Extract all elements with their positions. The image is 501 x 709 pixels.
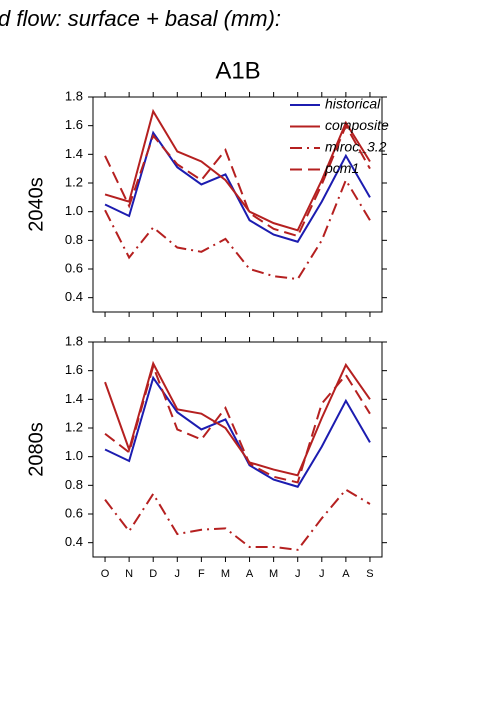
legend-label: composite bbox=[325, 117, 389, 133]
x-tick-label: D bbox=[149, 568, 157, 580]
y-tick-label: 0.4 bbox=[65, 534, 83, 549]
series-line bbox=[104, 123, 371, 238]
y-tick-label: 1.6 bbox=[65, 362, 83, 377]
y-tick-label: 1.8 bbox=[65, 333, 83, 348]
x-tick-label: A bbox=[246, 568, 254, 580]
chart-subtitle: A1B bbox=[215, 57, 260, 84]
plot-frame bbox=[92, 96, 383, 313]
x-tick-label: N bbox=[125, 568, 133, 580]
y-tick-label: 0.4 bbox=[65, 289, 83, 304]
y-tick-label: 1.0 bbox=[65, 448, 83, 463]
y-tick-label: 1.8 bbox=[65, 88, 83, 103]
y-tick-label: 0.8 bbox=[65, 232, 83, 247]
chart-title: d flow: surface + basal (mm): bbox=[0, 6, 281, 31]
y-axis-label: 2080s bbox=[25, 422, 47, 477]
x-tick-label: M bbox=[269, 568, 278, 580]
x-tick-label: J bbox=[295, 568, 301, 580]
x-tick-label: F bbox=[198, 568, 205, 580]
y-tick-label: 1.2 bbox=[65, 419, 83, 434]
series-line bbox=[104, 108, 371, 232]
x-tick-label: J bbox=[319, 568, 325, 580]
y-tick-label: 1.2 bbox=[65, 174, 83, 189]
x-tick-label: O bbox=[101, 568, 110, 580]
legend-label: miroc_3.2 bbox=[325, 139, 387, 155]
plot-frame bbox=[92, 341, 383, 558]
series-line bbox=[104, 363, 371, 484]
y-tick-label: 0.6 bbox=[65, 505, 83, 520]
y-tick-label: 1.4 bbox=[65, 146, 83, 161]
series-line bbox=[104, 360, 371, 477]
x-tick-label: A bbox=[342, 568, 350, 580]
y-tick-label: 1.0 bbox=[65, 203, 83, 218]
y-tick-label: 0.6 bbox=[65, 260, 83, 275]
y-tick-label: 0.8 bbox=[65, 477, 83, 492]
legend-label: pcm1 bbox=[324, 160, 359, 176]
y-axis-label: 2040s bbox=[25, 177, 47, 232]
y-tick-label: 1.4 bbox=[65, 391, 83, 406]
x-tick-label: J bbox=[175, 568, 181, 580]
series-line bbox=[104, 177, 371, 281]
y-tick-label: 1.6 bbox=[65, 117, 83, 132]
series-line bbox=[104, 375, 371, 488]
x-tick-label: S bbox=[366, 568, 373, 580]
x-tick-label: M bbox=[221, 568, 230, 580]
legend-label: historical bbox=[325, 96, 381, 112]
series-line bbox=[104, 488, 371, 551]
